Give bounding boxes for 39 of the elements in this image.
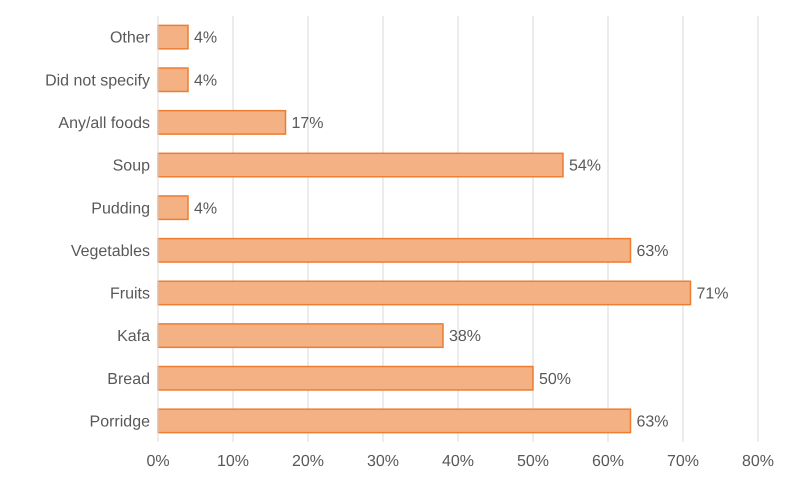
- x-tick-label: 80%: [742, 453, 774, 470]
- bar: [157, 366, 534, 391]
- data-label: 4%: [194, 72, 218, 90]
- y-tick-label: Any/all foods: [58, 114, 150, 132]
- data-label: 63%: [636, 242, 669, 260]
- bar: [157, 280, 692, 306]
- x-tick-label: 30%: [366, 453, 400, 470]
- y-tick-label: Soup: [112, 158, 150, 175]
- y-tick-label: Porridge: [90, 413, 150, 430]
- bar: [157, 67, 189, 92]
- y-tick-label: Pudding: [91, 200, 150, 218]
- y-tick-label: Other: [110, 30, 151, 47]
- bar: [157, 408, 632, 434]
- data-label: 71%: [696, 286, 729, 303]
- bar: [157, 323, 444, 348]
- data-label: 54%: [569, 158, 602, 175]
- data-label: 17%: [292, 114, 324, 132]
- bar: [157, 24, 189, 50]
- y-tick-label: Kafa: [117, 328, 150, 346]
- x-tick-label: 50%: [516, 453, 550, 470]
- bar: [157, 152, 564, 178]
- data-label: 4%: [194, 200, 218, 218]
- x-tick-label: 0%: [146, 453, 170, 470]
- y-tick-label: Fruits: [110, 286, 150, 303]
- y-tick-label: Did not specify: [45, 72, 150, 90]
- data-label: 38%: [449, 328, 482, 346]
- x-tick-label: 20%: [292, 453, 324, 470]
- bar: [157, 238, 632, 263]
- bar: [157, 110, 286, 135]
- data-label: 63%: [636, 413, 669, 430]
- y-tick-label: Vegetables: [70, 242, 150, 260]
- x-tick-label: 10%: [216, 453, 250, 470]
- x-tick-label: 70%: [666, 453, 700, 470]
- bar: [157, 195, 189, 220]
- x-tick-label: 40%: [442, 453, 474, 470]
- data-label: 50%: [539, 370, 572, 388]
- x-tick-label: 60%: [592, 453, 624, 470]
- data-label: 4%: [194, 30, 218, 47]
- y-tick-label: Bread: [107, 370, 150, 388]
